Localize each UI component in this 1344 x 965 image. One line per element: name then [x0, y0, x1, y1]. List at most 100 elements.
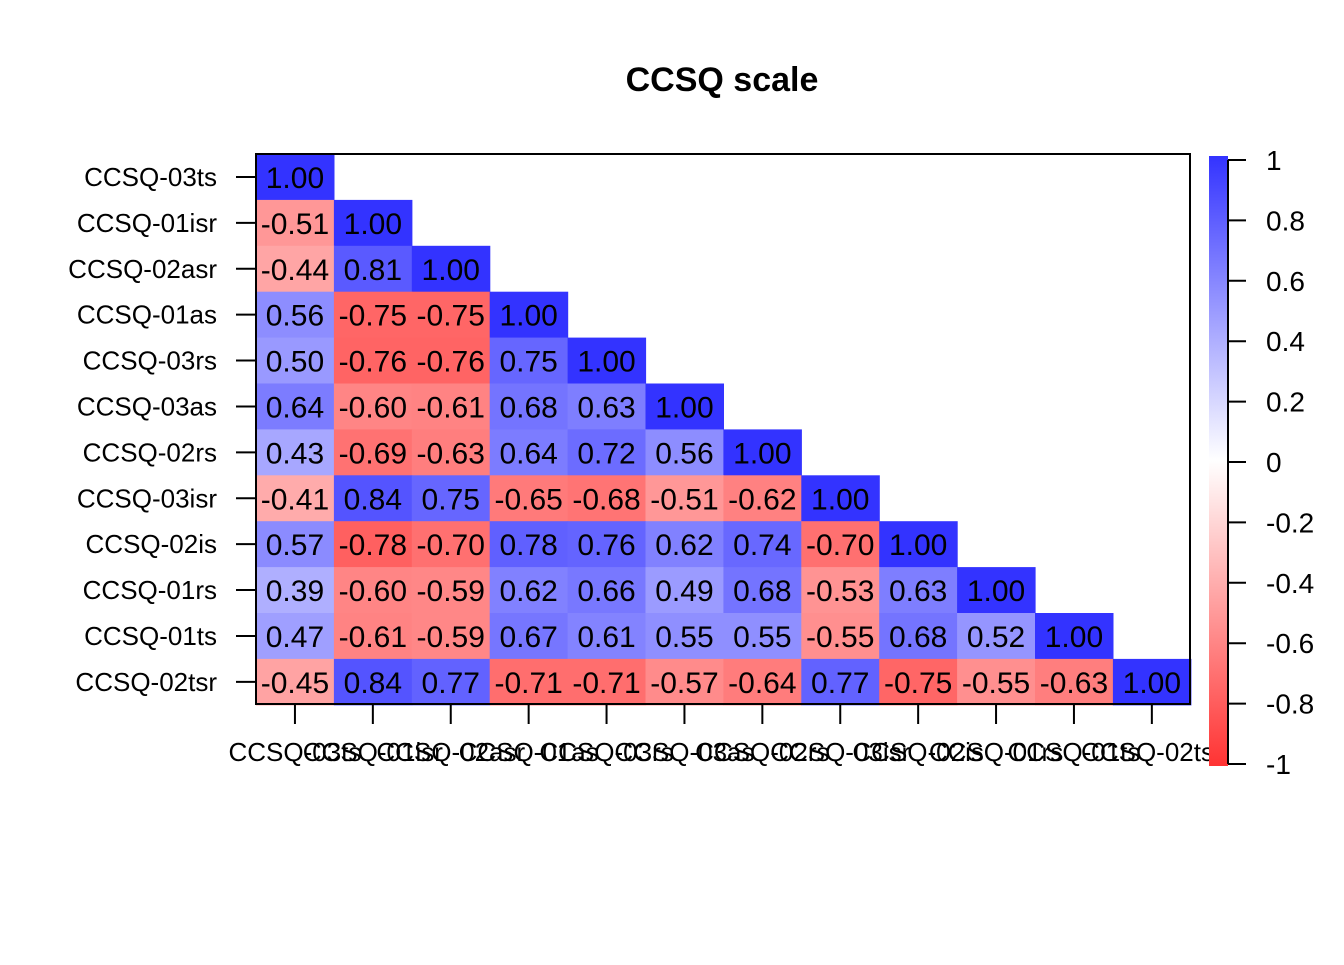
colorbar-tick-label: 0.4: [1266, 326, 1305, 357]
cell-value-label: -0.63: [417, 437, 485, 470]
heatmap-cell: [489, 383, 569, 430]
cell-value-label: -0.55: [962, 667, 1030, 700]
cell-value-label: 0.63: [889, 575, 947, 608]
heatmap-cell: [957, 658, 1036, 706]
heatmap-cell: [256, 199, 335, 247]
cell-value-label: -0.76: [417, 346, 485, 379]
heatmap-cell: [333, 337, 413, 385]
chart-title: CCSQ scale: [626, 61, 819, 99]
cell-value-label: -0.60: [339, 575, 407, 608]
cell-value-label: -0.75: [339, 300, 407, 333]
cell-value-label: -0.69: [339, 437, 407, 470]
colorbar-tick-label: -0.2: [1266, 507, 1314, 538]
heatmap-cell: [333, 613, 413, 660]
colorbar: 1 0.8 0.6 0.4 0.2 0 -0.2 -0.4 -0.6 -0.8 -1: [1209, 145, 1314, 780]
heatmap-cell: [333, 383, 413, 430]
heatmap-cell: [879, 567, 958, 614]
cell-value-label: -0.62: [728, 483, 796, 516]
heatmap-cell: [567, 567, 647, 614]
heatmap-cell: [957, 567, 1036, 614]
colorbar-tick-label: 0.2: [1266, 387, 1305, 418]
cell-value-label: 0.75: [499, 346, 557, 379]
cell-value-label: 1.00: [344, 208, 402, 241]
heatmap-cell: [801, 613, 880, 660]
heatmap-cell: [333, 521, 413, 568]
heatmap-cell: [723, 567, 802, 614]
cell-value-label: 0.66: [577, 575, 635, 608]
cell-value-label: -0.53: [806, 575, 874, 608]
cell-value-label: 0.67: [499, 621, 557, 654]
cell-value-label: 0.84: [344, 483, 402, 516]
heatmap-cell: [256, 613, 335, 660]
heatmap-cell: [489, 475, 569, 522]
cell-value-label: 1.00: [889, 529, 947, 562]
cell-value-label: 1.00: [733, 437, 791, 470]
heatmap-cell: [645, 613, 724, 660]
heatmap-cell: [333, 245, 413, 293]
cell-value-label: 0.77: [811, 667, 869, 700]
heatmap-cell: [333, 475, 413, 522]
cell-value-label: -0.75: [884, 667, 952, 700]
x-tick-label: CCSQ-01as: [459, 737, 599, 767]
cell-value-label: -0.68: [572, 483, 640, 516]
y-tick-label: CCSQ-03isr: [77, 483, 217, 513]
y-axis: CCSQ-03ts CCSQ-01isr CCSQ-02asr CCSQ-01as CC…: [68, 162, 256, 697]
cell-value-label: 0.74: [733, 529, 791, 562]
cell-value-label: 1.00: [499, 300, 557, 333]
heatmap-cell: [411, 291, 491, 339]
heatmap-cell: [645, 658, 724, 706]
heatmap-cell: [256, 429, 335, 476]
heatmap-cell: [256, 154, 335, 201]
heatmap-cell: [411, 337, 491, 385]
y-tick-label: CCSQ-02is: [86, 529, 217, 559]
cell-value-label: 0.62: [655, 529, 713, 562]
heatmap-cell: [645, 429, 724, 476]
heatmap-cell: [256, 475, 335, 522]
colorbar-tick-label: 0.6: [1266, 266, 1305, 297]
cell-value-label: 0.64: [499, 437, 557, 470]
cell-value-label: -0.71: [494, 667, 562, 700]
heatmap-cell: [256, 383, 335, 430]
heatmap-cell: [411, 383, 491, 430]
heatmap-cell: [957, 613, 1036, 660]
cell-value-label: 1.00: [655, 391, 713, 424]
cell-value-label: 0.76: [577, 529, 635, 562]
heatmap-cell: [879, 521, 958, 568]
cell-value-label: 0.56: [266, 300, 324, 333]
cell-value-label: 0.81: [344, 254, 402, 287]
heatmap-cell: [567, 337, 647, 385]
heatmap-cell: [256, 337, 335, 385]
heatmap-cell: [801, 567, 880, 614]
heatmap-cell: [723, 429, 802, 476]
y-tick-label: CCSQ-01as: [77, 300, 217, 330]
heatmap-cell: [489, 521, 569, 568]
heatmap-cell: [1112, 658, 1192, 706]
cell-value-label: 0.62: [499, 575, 557, 608]
heatmap-cell: [723, 475, 802, 522]
cell-value-label: 0.77: [422, 667, 480, 700]
heatmap-cells: 1.00 -0.51 1.00 -0.44 0.81 1.00 0.56 -0.75 -0.75…: [256, 154, 1192, 706]
cell-value-label: 1.00: [577, 346, 635, 379]
heatmap-cell: [489, 613, 569, 660]
colorbar-tick-label: -1: [1266, 749, 1291, 780]
heatmap-cell: [801, 475, 880, 522]
x-tick-label: CCSQ-03isr: [770, 737, 910, 767]
heatmap-cell: [1035, 613, 1114, 660]
heatmap-cell: [333, 658, 413, 706]
cell-value-label: -0.63: [1040, 667, 1108, 700]
cell-value-label: -0.51: [261, 208, 329, 241]
cell-value-label: 1.00: [1045, 621, 1103, 654]
cell-value-label: -0.61: [339, 621, 407, 654]
heatmap-cell: [333, 291, 413, 339]
x-axis: CCSQ-03tsCCSQ-01isrCCSQ-02asrCCSQ-01asCC…: [228, 704, 1223, 767]
heatmap-cell: [256, 521, 335, 568]
y-tick-label: CCSQ-02rs: [83, 437, 217, 467]
cell-value-label: 0.68: [889, 621, 947, 654]
heatmap-cell: [256, 567, 335, 614]
x-tick-label: CCSQ-03as: [614, 737, 754, 767]
cell-value-label: 1.00: [967, 575, 1025, 608]
heatmap-cell: [489, 658, 569, 706]
heatmap-cell: [723, 521, 802, 568]
heatmap-cell: [256, 291, 335, 339]
